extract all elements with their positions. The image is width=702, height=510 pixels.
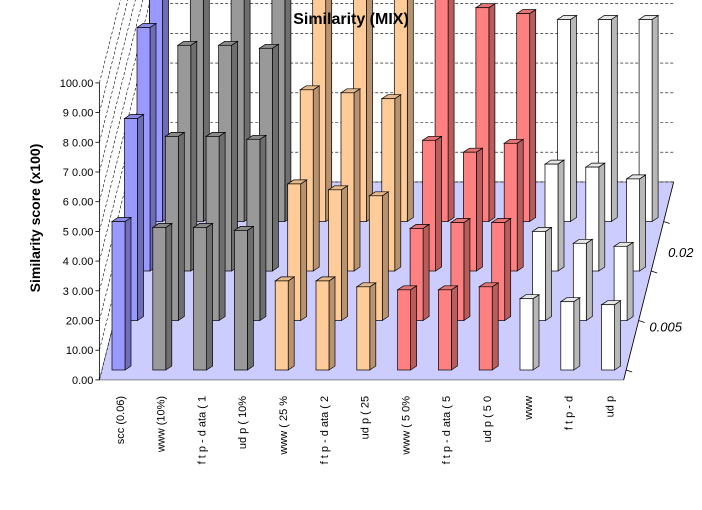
- bar: [355, 282, 377, 371]
- y-tick-label: 4 0.00: [63, 256, 94, 268]
- category-label: ud p ( 10%: [237, 396, 249, 449]
- y-tick-label: 7 0.00: [63, 167, 94, 179]
- depth-label: 0.005: [649, 319, 682, 334]
- y-tick-label: 3 0.00: [63, 286, 94, 298]
- category-label: ud p: [604, 396, 616, 417]
- bar: [474, 3, 497, 223]
- bar: [518, 294, 541, 371]
- category-label: f t p - d ata ( 1: [196, 396, 208, 464]
- category-label: f t p - d ata ( 5: [441, 396, 453, 464]
- bar: [478, 282, 500, 371]
- depth-axis-line: [623, 181, 675, 380]
- category-label: f t p - d ata ( 2: [319, 396, 331, 464]
- category-label: www: [523, 396, 535, 421]
- bar: [380, 94, 402, 272]
- depth-tick-mark: [651, 270, 658, 274]
- category-label: www (10%): [156, 396, 168, 453]
- bar: [110, 216, 133, 371]
- chart-title: Similarity (MIX): [293, 11, 409, 28]
- y-tick-label: 100.00: [60, 78, 94, 90]
- y-tick-label: 0.00: [72, 375, 93, 387]
- depth-label: 0.02: [668, 245, 694, 260]
- bar: [314, 276, 337, 371]
- bar: [600, 300, 622, 371]
- bar: [559, 297, 581, 371]
- bar: [637, 14, 660, 223]
- depth-labels: 0.005 0.02: [623, 181, 694, 380]
- category-label: www ( 25 %: [278, 396, 290, 456]
- bars: [110, 0, 660, 371]
- bar: [192, 222, 214, 371]
- depth-tick-mark: [626, 369, 633, 373]
- bar: [543, 159, 566, 272]
- y-tick-label: 10.00: [66, 345, 94, 357]
- category-label: scc (0.06): [115, 396, 127, 444]
- y-tick-label: 5 0.00: [63, 226, 94, 238]
- category-label: ud p ( 25: [360, 396, 372, 439]
- value-axis: 0.00 10.00 20.00 3 0.00 4 0.00 5 0.00 6 0.00 7 …: [60, 78, 100, 387]
- y-axis-label: Similarity score (x100): [27, 144, 43, 293]
- bar: [437, 285, 459, 371]
- category-label: f t p - d: [564, 396, 576, 430]
- y-tick-label: 6 0.00: [63, 197, 94, 209]
- category-label: www ( 5 0%: [400, 396, 412, 456]
- y-tick-label: 8 0.00: [63, 137, 94, 149]
- bar: [396, 285, 418, 371]
- bar: [274, 276, 296, 371]
- category-label: ud p ( 5 0: [482, 396, 494, 442]
- bar: [151, 222, 173, 371]
- bar: [233, 225, 255, 371]
- depth-tick-mark: [638, 320, 645, 323]
- category-labels: scc (0.06) www (10%) f t p - d ata ( 1 ud p…: [115, 396, 617, 465]
- y-tick-label: 9 0.00: [63, 108, 94, 120]
- depth-tick-mark: [663, 221, 670, 224]
- y-tick-label: 20.00: [66, 316, 94, 328]
